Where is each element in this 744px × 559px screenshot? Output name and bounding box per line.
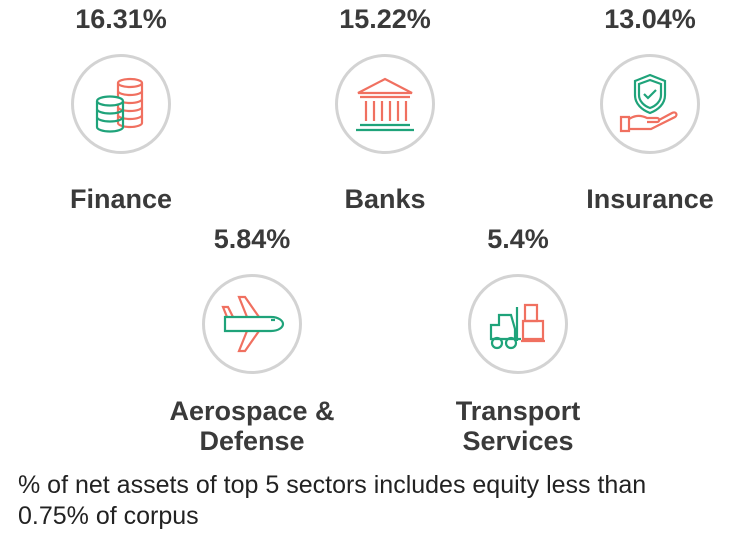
sector-insurance: 13.04% Insurance: [578, 4, 722, 214]
footnote: % of net assets of top 5 sectors include…: [18, 471, 647, 530]
sector-percent: 5.84%: [213, 224, 291, 254]
sector-name-line1: Aerospace &: [169, 396, 335, 426]
sector-name: Banks: [344, 184, 426, 214]
sector-icon-circle: [71, 54, 171, 154]
sector-icon-circle: [468, 274, 568, 374]
airplane-icon: [221, 295, 285, 353]
sector-transport-services: 5.4% Transport Services: [438, 224, 598, 456]
sector-banks: 15.22% Banks: [322, 4, 448, 214]
sector-name: Transport Services: [456, 396, 581, 456]
sector-name-line1: Transport: [455, 396, 581, 426]
sector-name-line2: Defense: [199, 426, 305, 456]
sector-percent: 16.31%: [75, 4, 167, 34]
sector-percent: 5.4%: [487, 224, 549, 254]
sector-percent: 15.22%: [339, 4, 431, 34]
sector-name-line2: Services: [462, 426, 574, 456]
sector-icon-circle: [335, 54, 435, 154]
sector-name: Finance: [69, 184, 173, 214]
sector-icon-circle: [600, 54, 700, 154]
sector-icon-circle: [202, 274, 302, 374]
sector-name: Aerospace & Defense: [169, 396, 334, 456]
sector-finance: 16.31% Finance: [58, 4, 184, 214]
sector-name: Insurance: [586, 184, 714, 214]
bank-building-icon: [356, 77, 414, 132]
coins-stack-icon: [95, 77, 144, 133]
sector-aerospace-defense: 5.84% Aerospace & Defense: [162, 224, 342, 456]
forklift-icon: [489, 303, 545, 350]
shield-hand-icon: [619, 73, 678, 133]
sector-percent: 13.04%: [604, 4, 696, 34]
